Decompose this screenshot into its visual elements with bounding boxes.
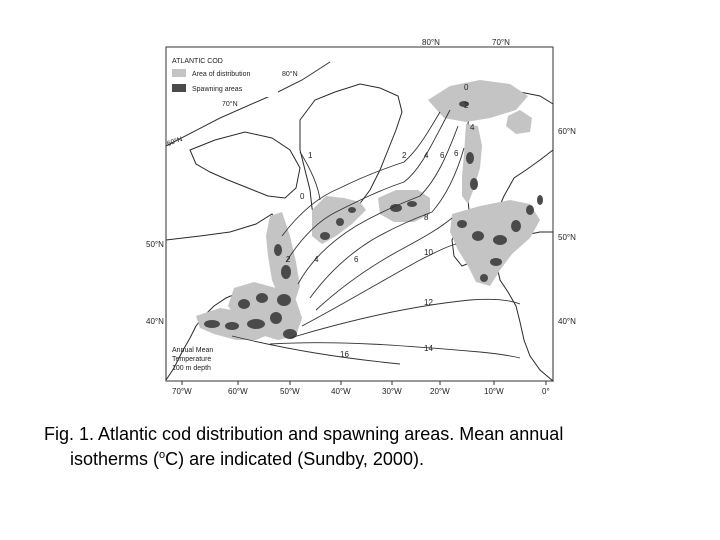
spawning-area: [490, 258, 502, 266]
note-line-1: Annual Mean: [172, 347, 213, 354]
lat-label-top-70: 70°N: [492, 38, 510, 47]
isotherm-2: [285, 109, 451, 263]
isotherm-14: [269, 342, 521, 359]
spawning-area: [336, 218, 344, 226]
caption-line-2: isotherms (oC) are indicated (Sundby, 20…: [70, 449, 424, 469]
caption-line-1: Fig. 1. Atlantic cod distribution and sp…: [44, 424, 564, 444]
spawning-area: [493, 235, 507, 245]
cod-distribution-map: 80°N 70°N 80°N 70°N: [146, 38, 576, 396]
isotherm-label: 6: [354, 255, 359, 264]
isotherm-label: 0: [300, 192, 305, 201]
isotherm-12: [289, 298, 521, 339]
spawning-area: [537, 195, 543, 205]
lon-label: 50°W: [280, 387, 300, 396]
spawning-area: [283, 329, 297, 339]
lat-label-inner-80: 80°N: [282, 70, 298, 78]
isotherm-label: 0: [464, 83, 469, 92]
spawning-area: [256, 293, 268, 303]
isotherm-label: 8: [424, 213, 429, 222]
isotherm-labels: 0 2 4 6 8 10 12 14 16 1 2 4 6 0 2 4 6: [286, 83, 475, 359]
isotherm-label: 2: [286, 255, 291, 264]
distribution-labrador: [266, 212, 300, 304]
spawning-area: [466, 152, 474, 164]
isotherm-label: 12: [424, 298, 433, 307]
spawning-area: [320, 232, 330, 240]
spawning-area: [459, 101, 469, 107]
distribution-barents-east: [506, 110, 532, 134]
spawning-area: [470, 178, 478, 190]
distribution-barents: [428, 80, 528, 122]
legend-background: [168, 49, 278, 97]
lon-label: 40°W: [331, 387, 351, 396]
spawning-area: [390, 204, 402, 212]
isotherm-label: 16: [340, 350, 349, 359]
isotherm-10: [301, 243, 457, 327]
isotherm-label: 6: [454, 149, 459, 158]
spawning-area: [225, 322, 239, 330]
lat-label-top-80: 80°N: [422, 38, 440, 47]
isotherm-6: [309, 147, 465, 299]
lat-label-right-50: 50°N: [558, 233, 576, 242]
isotherm-label: 4: [314, 255, 319, 264]
spawning-area: [511, 220, 521, 232]
isotherm-8: [315, 217, 453, 311]
isotherm-label: 14: [424, 344, 433, 353]
spawning-area: [277, 294, 291, 306]
isotherm-label: 4: [424, 151, 429, 160]
spawning-area: [457, 220, 467, 228]
legend-swatch-distribution: [172, 69, 186, 77]
isotherm-label: 2: [402, 151, 407, 160]
lat-label-left-50: 50°N: [146, 240, 164, 249]
lat-label-left-40: 40°N: [146, 317, 164, 326]
isotherm-label: 2: [464, 101, 469, 110]
lat-label-right-60: 60°N: [558, 127, 576, 136]
isotherm-0: [281, 111, 441, 237]
isotherm-label: 6: [440, 151, 445, 160]
lon-label: 60°W: [228, 387, 248, 396]
isotherm-4: [297, 125, 459, 285]
legend-swatch-spawning: [172, 84, 186, 92]
spawning-area: [238, 299, 250, 309]
europe-outline: [495, 231, 554, 383]
lat-label-inner-70: 70°N: [222, 100, 238, 108]
spawning-area: [472, 231, 484, 241]
isotherm-16: [231, 335, 401, 365]
legend-label-spawning: Spawning areas: [192, 86, 243, 93]
note-line-2: Temperature: [172, 356, 211, 363]
lat-label-right-40: 40°N: [558, 317, 576, 326]
spawning-area: [526, 205, 534, 215]
lon-label: 0°: [542, 387, 550, 396]
isotherm-label: 1: [308, 151, 313, 160]
distribution-norway: [462, 124, 482, 204]
spawning-area: [247, 319, 265, 329]
spawning-area: [281, 265, 291, 279]
temperature-note: Annual Mean Temperature 100 m depth: [172, 347, 213, 372]
baffin-outline: [189, 131, 301, 199]
spawning-area: [204, 320, 220, 328]
spawning-area: [270, 312, 282, 324]
isotherm-label: 10: [424, 248, 433, 257]
lon-label: 10°W: [484, 387, 504, 396]
distribution-iceland: [378, 190, 430, 222]
longitude-axis: 70°W 60°W 50°W 40°W 30°W 20°W 10°W 0°: [172, 381, 550, 396]
spawning-area: [407, 201, 417, 207]
map-legend: ATLANTIC COD Area of distribution Spawni…: [168, 49, 278, 97]
note-line-3: 100 m depth: [172, 365, 211, 372]
lon-label: 20°W: [430, 387, 450, 396]
spawning-areas: [204, 101, 543, 339]
spawning-area: [348, 207, 356, 213]
spawning-area: [274, 244, 282, 256]
lon-label: 30°W: [382, 387, 402, 396]
isotherm-lab-1: [299, 151, 321, 201]
spawning-area: [480, 274, 488, 282]
isotherms: [231, 109, 521, 365]
legend-label-distribution: Area of distribution: [192, 71, 250, 78]
legend-title: ATLANTIC COD: [172, 58, 223, 65]
lon-label: 70°W: [172, 387, 192, 396]
isotherm-label: 4: [470, 123, 475, 132]
figure-caption: Fig. 1. Atlantic cod distribution and sp…: [44, 424, 684, 470]
